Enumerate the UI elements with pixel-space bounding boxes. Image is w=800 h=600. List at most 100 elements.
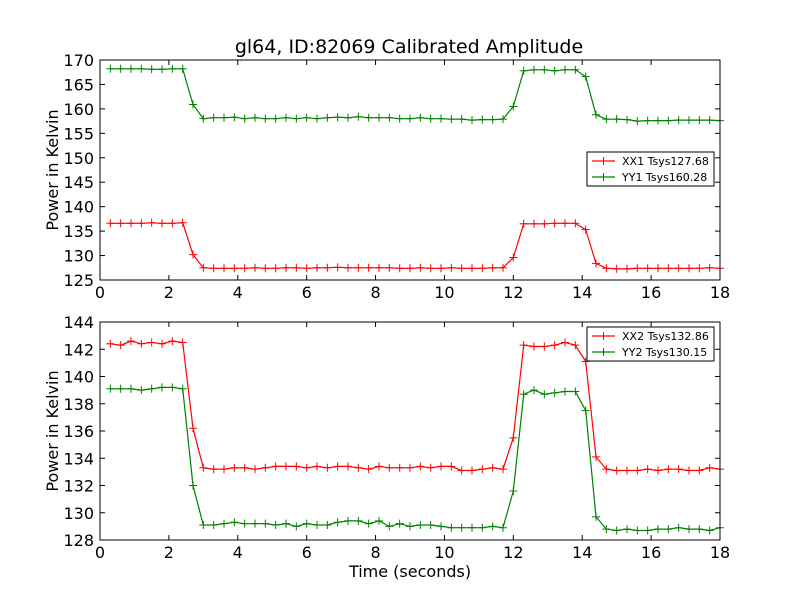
data-point	[437, 114, 445, 123]
data-point	[251, 113, 259, 122]
legend-marker	[599, 348, 608, 356]
data-point	[116, 64, 125, 73]
data-point	[633, 117, 642, 126]
data-point	[519, 341, 528, 350]
data-point	[654, 116, 662, 125]
data-point	[313, 263, 321, 272]
legend-marker	[599, 332, 608, 340]
y-tick-label: 150	[63, 149, 94, 168]
data-point	[705, 263, 714, 272]
x-tick-label: 8	[370, 543, 380, 562]
y-tick-label: 138	[63, 395, 94, 414]
legend-label: YY1 Tsys160.28	[621, 171, 707, 184]
axes-frame	[99, 59, 721, 281]
data-point	[457, 115, 466, 124]
data-point	[416, 462, 425, 471]
data-point	[519, 390, 528, 399]
x-tick-label: 4	[233, 283, 243, 302]
figure-title: gl64, ID:82069 Calibrated Amplitude	[235, 36, 583, 58]
data-point	[199, 463, 208, 472]
x-tick-label: 0	[95, 543, 105, 562]
x-tick-label: 2	[164, 283, 174, 302]
data-point	[643, 116, 652, 125]
data-point	[426, 264, 435, 273]
data-point	[354, 516, 363, 525]
data-point	[344, 113, 352, 122]
data-point	[519, 219, 528, 228]
data-point	[447, 263, 456, 272]
data-point	[292, 263, 301, 272]
data-point	[426, 521, 435, 530]
data-point	[447, 462, 456, 471]
data-point	[664, 264, 673, 273]
data-point	[571, 219, 580, 228]
x-tick-label: 4	[233, 543, 243, 562]
data-point	[282, 462, 290, 471]
data-point	[550, 341, 559, 350]
data-point	[292, 462, 301, 471]
data-point	[302, 519, 311, 528]
data-point	[623, 264, 631, 273]
data-point	[323, 113, 332, 122]
data-point	[302, 113, 311, 122]
data-point	[189, 100, 197, 109]
data-point	[426, 114, 435, 123]
y-tick-label: 145	[63, 173, 94, 192]
data-point	[395, 519, 404, 528]
data-point	[106, 64, 115, 73]
data-point	[602, 465, 611, 474]
x-tick-label: 18	[710, 283, 730, 302]
data-point	[633, 466, 642, 475]
data-point	[581, 72, 590, 81]
data-point	[457, 466, 466, 475]
data-point	[447, 115, 456, 124]
data-point	[602, 264, 611, 273]
data-point	[220, 113, 228, 122]
y-tick-label: 130	[63, 247, 94, 266]
data-point	[623, 115, 631, 124]
data-point	[468, 264, 476, 273]
legend: XX2 Tsys132.86 YY2 Tsys130.15	[586, 326, 715, 362]
data-point	[230, 518, 239, 527]
x-tick-label: 18	[710, 543, 730, 562]
data-point	[519, 66, 528, 75]
data-point	[561, 338, 569, 347]
legend-label: YY2 Tsys130.15	[621, 346, 707, 359]
data-point	[447, 523, 456, 532]
data-point	[106, 219, 115, 228]
data-point	[550, 219, 559, 228]
x-tick-label: 16	[641, 283, 661, 302]
legend-marker	[599, 173, 608, 181]
data-point	[478, 264, 487, 273]
data-point	[240, 114, 249, 123]
x-tick-label: 14	[572, 283, 592, 302]
data-point	[147, 338, 156, 347]
data-point	[664, 525, 673, 534]
data-point	[302, 463, 311, 472]
data-point	[602, 525, 611, 534]
data-point	[354, 263, 363, 272]
data-point	[695, 116, 704, 125]
data-point	[612, 115, 621, 124]
data-point	[695, 466, 704, 475]
data-point	[261, 463, 270, 472]
x-tick-label: 12	[503, 283, 523, 302]
data-point	[344, 516, 352, 525]
data-point	[457, 523, 466, 532]
data-point	[654, 525, 662, 534]
data-point	[674, 264, 683, 273]
data-point	[178, 218, 187, 227]
data-point	[499, 465, 507, 474]
data-point	[643, 465, 652, 474]
data-point	[127, 219, 135, 228]
data-point	[468, 523, 476, 532]
series-yy1	[106, 64, 724, 126]
x-tick-label: 6	[302, 283, 312, 302]
data-point	[209, 521, 218, 530]
data-point	[364, 263, 373, 272]
data-point	[602, 115, 611, 124]
data-point	[344, 462, 352, 471]
x-tick-label: 8	[370, 283, 380, 302]
y-tick-label: 140	[63, 198, 94, 217]
